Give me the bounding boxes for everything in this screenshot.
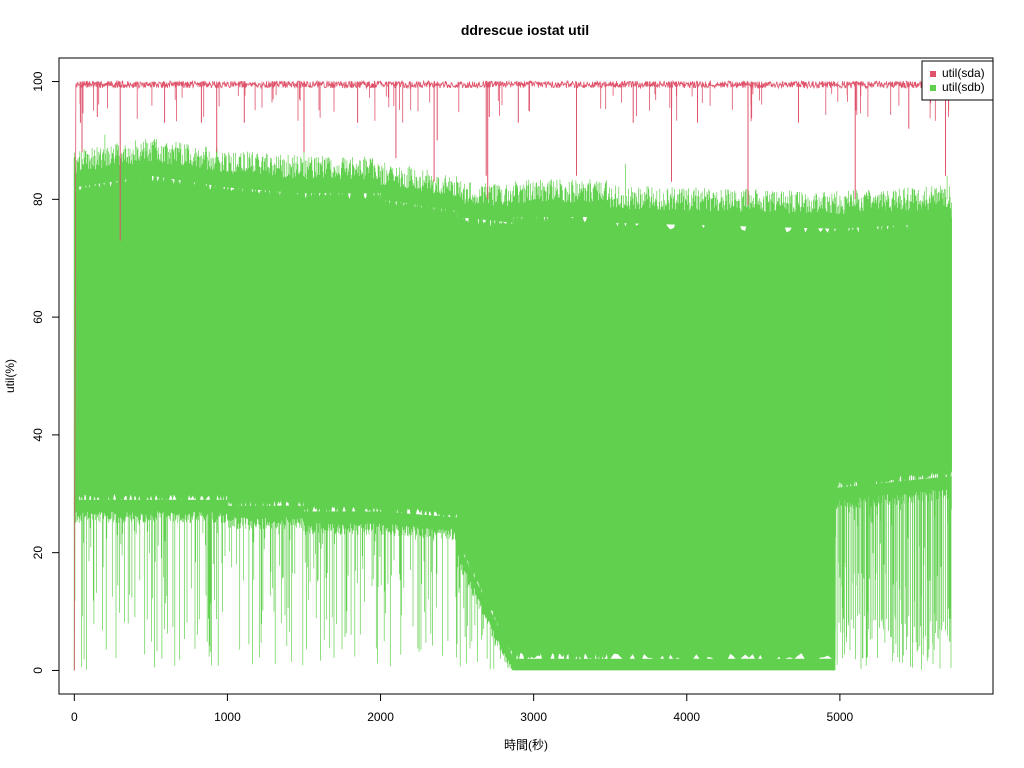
y-tick-label: 20: [31, 546, 45, 560]
sdb-band-segment: [513, 204, 611, 666]
x-tick-label: 4000: [673, 710, 700, 724]
legend-swatch-sdb: [930, 85, 936, 91]
x-axis: 0 1000 2000 3000 4000 5000: [71, 693, 854, 724]
sdb-band-segment: [74, 167, 152, 507]
y-axis-label: util(%): [3, 359, 17, 393]
y-tick-label: 100: [31, 71, 45, 91]
x-tick-label: 0: [71, 710, 78, 724]
y-tick-label: 60: [31, 310, 45, 324]
y-tick-label: 80: [31, 192, 45, 206]
y-tick-label: 0: [31, 667, 45, 674]
x-tick-label: 1000: [214, 710, 241, 724]
sdb-band-segment: [227, 177, 305, 512]
sda-line: [73, 79, 952, 671]
sdb-band-segment: [380, 193, 458, 522]
sdb-band-segment: [150, 166, 228, 507]
legend-label-sda: util(sda): [942, 66, 985, 80]
x-tick-label: 2000: [367, 710, 394, 724]
y-axis: 0 20 40 60 80 100: [31, 71, 60, 674]
x-axis-label: 時間(秒): [504, 738, 548, 752]
x-tick-label: 5000: [827, 710, 854, 724]
x-tick-label: 3000: [520, 710, 547, 724]
sdb-band-segment: [303, 182, 381, 518]
sdb-band-segment: [609, 211, 836, 665]
legend-swatch-sda: [930, 71, 936, 77]
legend: util(sda) util(sdb): [921, 60, 994, 101]
chart-title: ddrescue iostat util: [461, 22, 589, 38]
legend-box: [921, 60, 994, 101]
y-tick-label: 40: [31, 428, 45, 442]
sdb-series-layer: [73, 134, 952, 671]
legend-label-sdb: util(sdb): [942, 80, 985, 94]
